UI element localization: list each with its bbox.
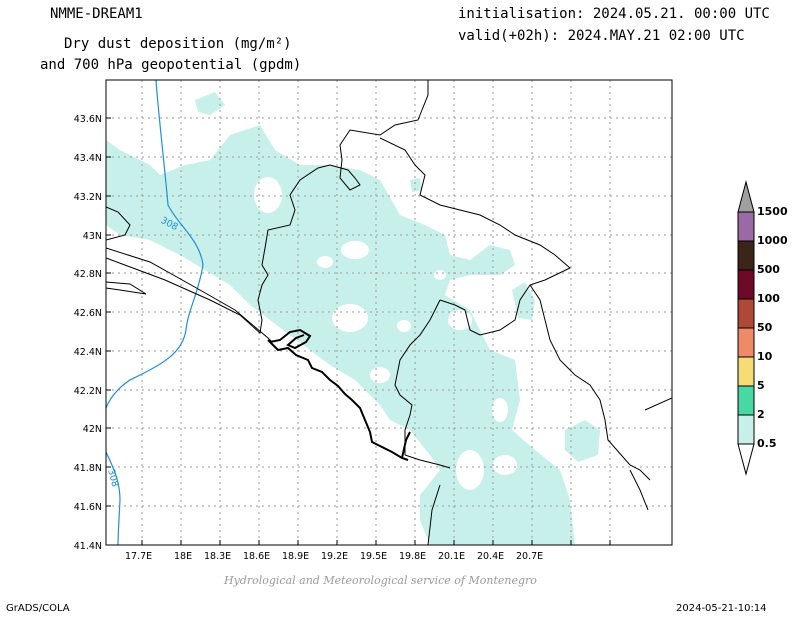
lon-label: 19.5E — [360, 551, 387, 562]
colorbar-label: 5 — [757, 379, 765, 392]
coast-peljesac — [106, 281, 147, 295]
field-title-line1: Dry dust deposition (mg/m²) — [64, 36, 292, 52]
contour-308-main — [106, 80, 204, 409]
lon-label: 19.2E — [321, 551, 348, 562]
colorbar-bin-500 — [737, 269, 755, 300]
colorbar-label: 1500 — [757, 205, 788, 218]
border-montenegro-albania — [394, 299, 441, 455]
lat-label: 42.4N — [74, 347, 102, 358]
lat-label: 42N — [83, 424, 102, 435]
colorbar-label: 50 — [757, 321, 773, 334]
dust-deposition-field — [106, 92, 600, 545]
lon-label: 18.3E — [204, 551, 231, 562]
lon-label: 20.1E — [438, 551, 465, 562]
contour-label-308-south: 308 — [105, 468, 120, 488]
lon-label: 18.9E — [282, 551, 309, 562]
dust-area-south-east-patch — [565, 420, 600, 462]
model-title: NMME-DREAM1 — [50, 6, 143, 22]
colorbar-labels: 1500 1000 500 100 50 10 5 2 0.5 — [757, 205, 788, 450]
lat-label: 43.6N — [74, 114, 102, 125]
lat-label: 41.6N — [74, 502, 102, 513]
border-bosnia-croatia — [106, 206, 131, 241]
colorbar-bin-1000 — [737, 240, 755, 271]
geopotential-contours — [106, 80, 204, 545]
coast-adriatic-north — [106, 247, 273, 343]
border-kosovo-albania — [529, 284, 651, 481]
colorbar-label: 0.5 — [757, 437, 777, 450]
software-label: GrADS/COLA — [6, 603, 70, 614]
colorbar-bin-5 — [737, 385, 755, 416]
lon-label: 20.4E — [477, 551, 504, 562]
field-title-line2: and 700 hPa geopotential (gpdm) — [40, 57, 302, 73]
lon-label: 17.7E — [125, 551, 152, 562]
colorbar-bin-2 — [737, 414, 755, 445]
longitude-labels: 17.7E 18E 18.3E 18.6E 18.9E 19.2E 19.5E … — [125, 551, 543, 562]
lon-label: 20.7E — [516, 551, 543, 562]
contour-308-south — [106, 451, 121, 545]
border-albania-south — [404, 454, 451, 469]
lat-label: 42.2N — [74, 386, 102, 397]
colorbar — [737, 180, 755, 476]
credit-line: Hydrological and Meteorological service … — [224, 574, 537, 587]
border-bih-montenegro — [106, 80, 429, 334]
lat-label: 41.4N — [74, 541, 102, 552]
initialisation-time: initialisation: 2024.05.21. 00:00 UTC — [458, 6, 770, 22]
colorbar-bin-100 — [737, 298, 755, 329]
lon-label: 18E — [174, 551, 192, 562]
grid-lines — [106, 80, 672, 545]
colorbar-top-triangle — [737, 180, 755, 213]
colorbar-label: 1000 — [757, 234, 788, 247]
colorbar-label: 100 — [757, 292, 780, 305]
colorbar-label: 500 — [757, 263, 780, 276]
render-timestamp: 2024-05-21-10:14 — [676, 603, 767, 614]
colorbar-bin-1500 — [737, 211, 755, 242]
lat-label: 42.6N — [74, 308, 102, 319]
border-montenegro-serbia — [379, 137, 571, 336]
lat-label: 41.8N — [74, 463, 102, 474]
lon-label: 18.6E — [243, 551, 270, 562]
colorbar-bin-50 — [737, 327, 755, 358]
montenegro-coastline — [267, 328, 411, 461]
colorbar-label: 2 — [757, 408, 765, 421]
lat-label: 43.2N — [74, 192, 102, 203]
lake-ohrid-east-border — [629, 469, 649, 511]
colorbar-label: 10 — [757, 350, 773, 363]
dust-area-main — [106, 125, 575, 545]
latitude-labels: 43.6N 43.4N 43.2N 43N 42.8N 42.6N 42.4N … — [74, 114, 102, 552]
valid-time: valid(+02h): 2024.MAY.21 02:00 UTC — [458, 28, 745, 44]
lon-label: 19.8E — [399, 551, 426, 562]
dust-area-north-east-dot — [410, 178, 422, 192]
colorbar-bin-10 — [737, 356, 755, 387]
coastlines-borders — [106, 80, 672, 545]
dust-area-north-patch — [195, 92, 225, 115]
lat-label: 42.8N — [74, 269, 102, 280]
coast-albania — [427, 484, 441, 545]
border-albania-macedonia-east — [644, 397, 672, 411]
tick-marks — [106, 117, 611, 546]
colorbar-bottom-triangle — [737, 443, 755, 476]
lat-label: 43.4N — [74, 153, 102, 164]
lat-label: 43N — [83, 231, 102, 242]
